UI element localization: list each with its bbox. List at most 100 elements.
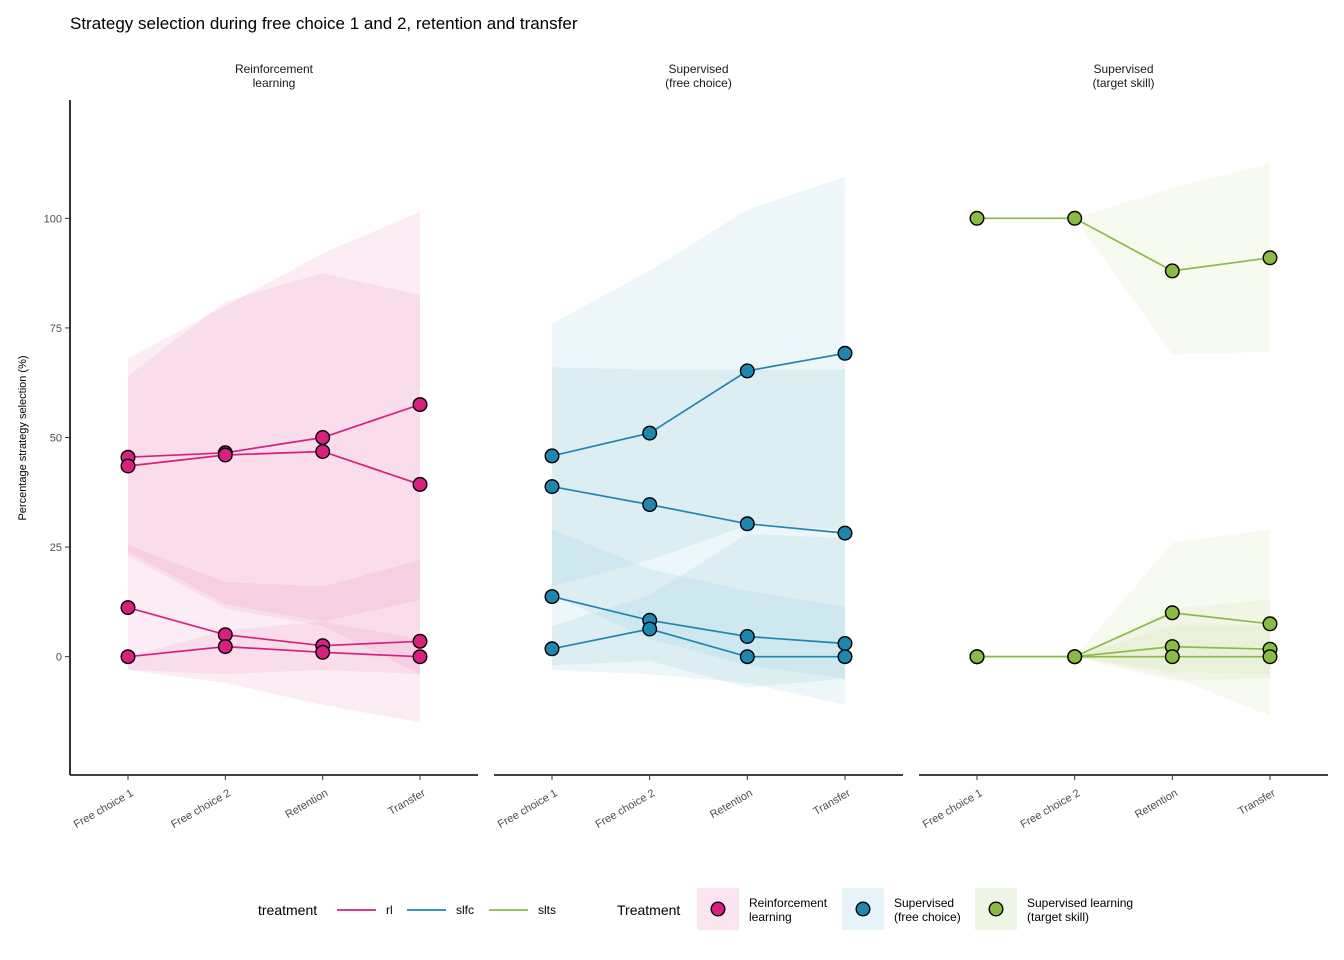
legend-label-line: (free choice)	[894, 910, 961, 924]
series-line-rl-2	[127, 606, 421, 647]
data-point-slts-1-3	[1262, 616, 1278, 632]
data-point-rl-1-3	[412, 476, 428, 492]
legend-label-slts: slts	[538, 903, 556, 917]
x-tick-label: Transfer	[1236, 787, 1277, 818]
data-point-slfc-2-3	[837, 636, 853, 652]
legend-Treatment-points: Treatment Reinforcement learning Supervised…	[617, 888, 1133, 930]
data-point-slts-0-2	[1164, 263, 1180, 279]
ribbon-slfc-0	[552, 176, 845, 587]
data-point-slfc-1-0	[544, 479, 560, 495]
panel-slts: Supervised (target skill) Free choice 1 Fre…	[919, 62, 1328, 831]
strip-line: (target skill)	[1092, 76, 1154, 90]
ribbon-slfc-2	[552, 529, 845, 688]
y-tick-label: 50	[50, 433, 62, 445]
ribbon-slts-2	[977, 599, 1270, 716]
data-point-slts-1-2	[1164, 605, 1180, 621]
legend-label-line: Supervised	[894, 896, 954, 910]
ribbon-slts-3	[977, 626, 1270, 675]
data-point-rl-3-0	[120, 649, 136, 665]
ribbon-rl-0	[128, 211, 420, 622]
legend-label-slfc: Supervised (free choice)	[894, 896, 961, 924]
panels-group: Reinforcement learning Free choice 1 Free c…	[44, 62, 1328, 831]
data-point-rl-0-3	[412, 397, 428, 413]
y-tick-label: 100	[44, 213, 62, 225]
x-tick-label: Free choice 1	[72, 787, 136, 831]
y-tick-label: 75	[50, 323, 62, 335]
legend-treatment-lines: treatment rl slfc slts	[258, 902, 556, 918]
x-tick-label: Transfer	[386, 787, 427, 818]
legend-label-rl: rl	[386, 903, 393, 917]
data-point-slfc-3-0	[544, 641, 560, 657]
panel-rl: Reinforcement learning Free choice 1 Free c…	[44, 62, 478, 831]
legend-label-slfc: slfc	[456, 903, 474, 917]
data-point-slts-0-1	[1067, 210, 1083, 226]
legend-title: treatment	[258, 902, 317, 918]
legend-key-point-rl	[710, 901, 726, 917]
strip-line: learning	[253, 76, 296, 90]
data-point-slfc-3-3	[837, 649, 853, 665]
data-point-slfc-3-2	[739, 649, 755, 665]
legend-label-slts: Supervised learning (target skill)	[1027, 896, 1133, 924]
x-tick-label: Transfer	[811, 787, 852, 818]
series-line-rl-0	[127, 403, 421, 459]
data-point-slfc-0-2	[739, 363, 755, 379]
x-tick-label: Free choice 2	[169, 787, 233, 831]
data-point-slts-3-1	[1067, 649, 1083, 665]
ribbon-slts-1	[977, 529, 1270, 681]
x-tick-label: Free choice 1	[496, 787, 560, 831]
x-tick-label: Free choice 2	[1018, 787, 1082, 831]
strip-line: Reinforcement	[235, 62, 314, 76]
data-point-rl-2-3	[412, 633, 428, 649]
legend-label-rl: Reinforcement learning	[749, 896, 828, 924]
data-point-rl-3-2	[315, 644, 331, 660]
y-axis-label: Percentage strategy selection (%)	[17, 355, 29, 520]
data-point-slts-0-0	[969, 210, 985, 226]
legend-label-line: learning	[749, 910, 792, 924]
data-point-slfc-0-0	[544, 448, 560, 464]
ribbon-rl-2	[128, 544, 420, 675]
series-line-slts-0	[977, 217, 1271, 272]
data-point-rl-1-1	[217, 447, 233, 463]
series-line-rl-1	[127, 450, 421, 486]
panel-strip-label: Supervised (target skill)	[1092, 62, 1154, 90]
data-point-rl-2-0	[120, 600, 136, 616]
ribbon-slts-0	[977, 163, 1270, 355]
data-point-slfc-1-1	[642, 497, 658, 513]
ribbon-slfc-3	[552, 533, 845, 705]
series-line-slfc-1	[551, 485, 846, 534]
ribbon-slfc-1	[552, 367, 845, 679]
legend-key-point-slfc	[855, 901, 871, 917]
data-point-slfc-1-2	[739, 516, 755, 532]
x-tick-label: Retention	[708, 787, 755, 821]
data-point-slfc-2-0	[544, 589, 560, 605]
data-point-rl-1-2	[315, 444, 331, 460]
panel-slfc: Supervised (free choice) Free choice 1 Free…	[494, 62, 903, 831]
data-point-slts-3-3	[1262, 649, 1278, 665]
legend-label-line: Reinforcement	[749, 896, 828, 910]
data-point-rl-3-3	[412, 649, 428, 665]
data-point-slfc-2-2	[739, 629, 755, 645]
strip-line: (free choice)	[665, 76, 732, 90]
y-tick-label: 25	[50, 542, 62, 554]
x-tick-label: Retention	[283, 787, 330, 821]
series-line-slfc-2	[551, 595, 846, 645]
x-tick-label: Free choice 2	[593, 787, 657, 831]
data-point-slfc-1-3	[837, 525, 853, 541]
data-point-rl-1-0	[120, 458, 136, 474]
series-line-slfc-3	[551, 628, 845, 658]
data-point-slfc-0-3	[837, 345, 853, 361]
data-point-slts-3-2	[1164, 649, 1180, 665]
series-line-slfc-0	[551, 352, 846, 457]
panel-strip-label: Supervised (free choice)	[665, 62, 732, 90]
ribbon-rl-3	[128, 621, 420, 723]
data-point-slfc-3-1	[642, 621, 658, 637]
data-point-rl-0-2	[315, 430, 331, 446]
legend-label-line: Supervised learning	[1027, 896, 1133, 910]
legend-key-point-slts	[988, 901, 1004, 917]
chart-title: Strategy selection during free choice 1 …	[70, 14, 578, 33]
strip-line: Supervised	[668, 62, 728, 76]
legend: treatment rl slfc slts Treatment Reinforcemen…	[258, 888, 1133, 930]
legend-title: Treatment	[617, 902, 680, 918]
legend-label-line: (target skill)	[1027, 910, 1089, 924]
